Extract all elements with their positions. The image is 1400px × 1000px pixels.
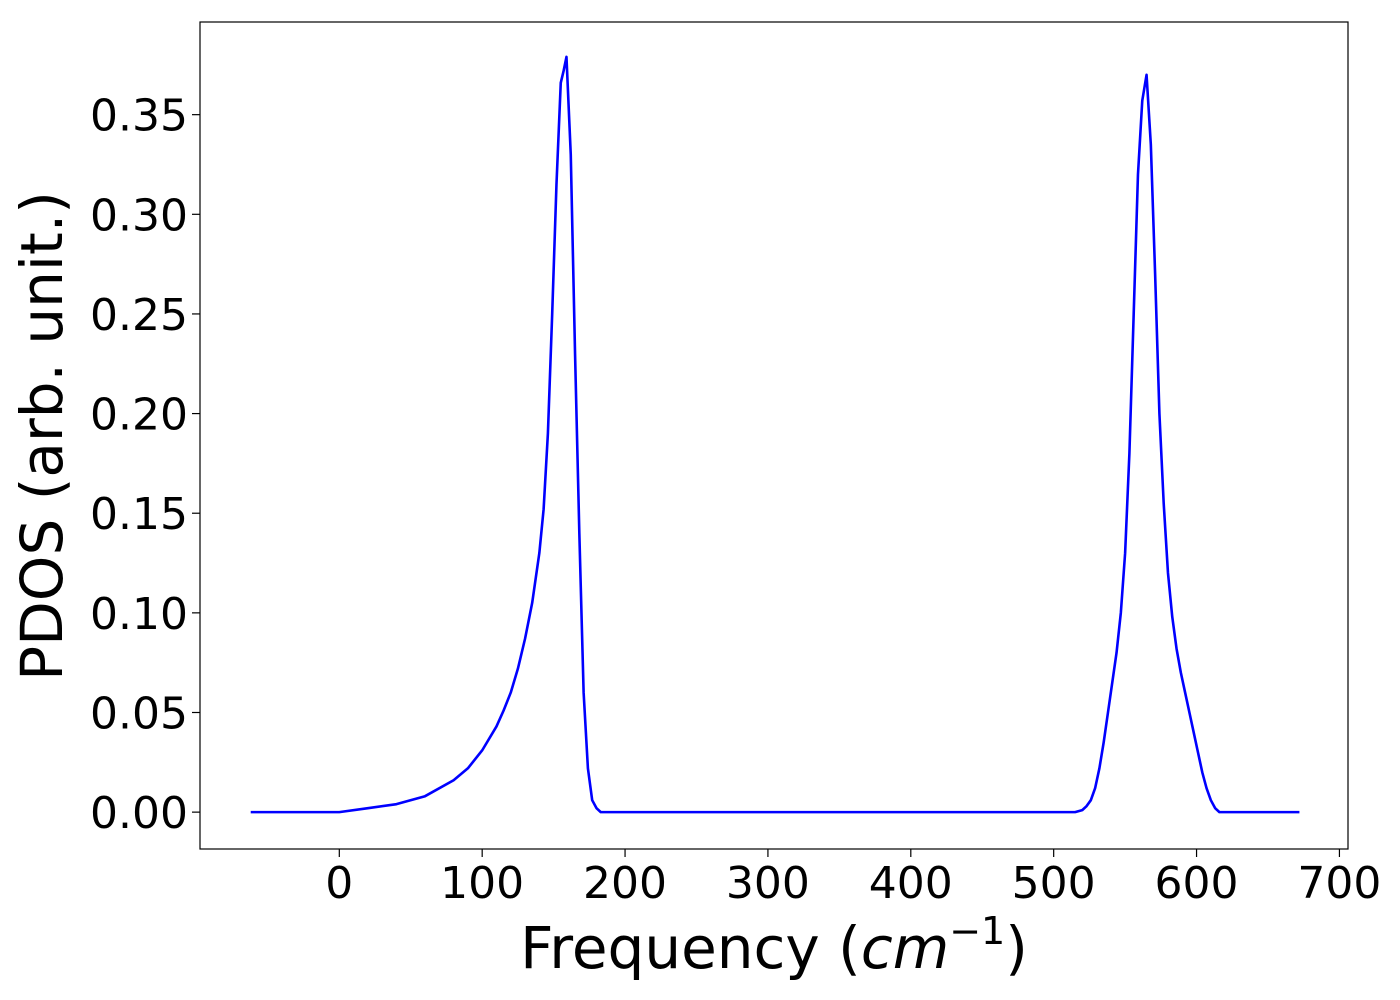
pdos-series-line — [250, 55, 1300, 814]
y-axis-title: PDOS (arb. unit.) — [8, 191, 76, 681]
x-tick-label: 700 — [1297, 858, 1381, 909]
y-tick-label: 0.30 — [90, 190, 188, 241]
x-tick-label: 600 — [1155, 858, 1239, 909]
plot-frame — [199, 21, 1349, 850]
y-tick-label: 0.35 — [90, 91, 188, 142]
x-axis-unit-base: cm — [861, 914, 949, 982]
x-axis-ticks: 0 100 200 300 400 500 600 700 — [325, 849, 1381, 909]
y-tick-label: 0.25 — [90, 290, 188, 341]
x-axis-title-suffix: ) — [1005, 914, 1028, 982]
y-tick-label: 0.15 — [90, 489, 188, 540]
x-axis-unit-exponent: −1 — [949, 909, 1005, 953]
x-tick-label: 300 — [726, 858, 810, 909]
series-layer — [250, 55, 1300, 814]
x-tick-label: 100 — [440, 858, 524, 909]
x-axis-title: Frequency (cm−1) — [520, 909, 1028, 982]
y-axis-ticks: 0.00 0.05 0.10 0.15 0.20 0.25 0.30 0.35 — [90, 91, 200, 839]
x-tick-label: 200 — [583, 858, 667, 909]
x-tick-label: 400 — [869, 858, 953, 909]
x-axis-title-prefix: Frequency ( — [520, 914, 861, 982]
x-tick-label: 500 — [1012, 858, 1096, 909]
y-tick-label: 0.20 — [90, 390, 188, 441]
y-tick-label: 0.00 — [90, 788, 188, 839]
y-tick-label: 0.05 — [90, 688, 188, 739]
x-tick-label: 0 — [325, 858, 353, 909]
y-tick-label: 0.10 — [90, 589, 188, 640]
